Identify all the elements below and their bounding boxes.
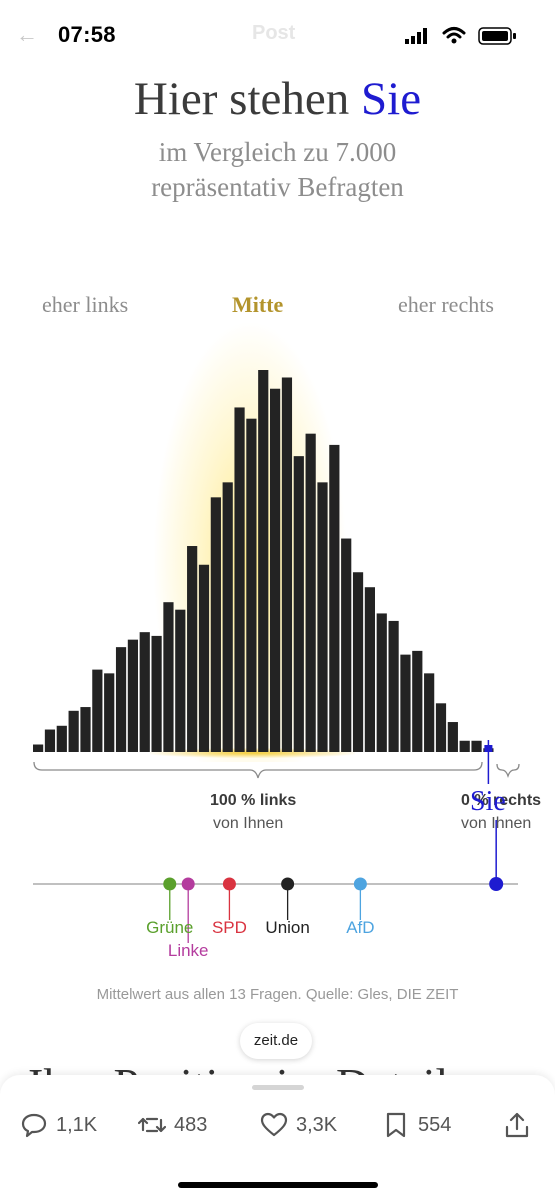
histogram-bar xyxy=(104,673,115,752)
party-markers xyxy=(163,877,367,943)
histogram-bar xyxy=(388,620,399,752)
action-bar xyxy=(0,1075,555,1200)
repost-button[interactable]: 483 xyxy=(138,1108,207,1142)
histogram-bar xyxy=(258,370,269,752)
user-marker xyxy=(484,740,504,891)
histogram-bar xyxy=(33,744,44,752)
histogram-bar xyxy=(471,740,482,752)
subtitle-line-1: im Vergleich zu 7.000 xyxy=(158,137,397,167)
battery-icon xyxy=(478,27,516,45)
heart-icon xyxy=(260,1112,288,1137)
screen-title: Post xyxy=(252,22,296,44)
histogram-bar xyxy=(435,703,447,752)
right-summary-sub: von Ihnen xyxy=(461,815,532,832)
reply-button[interactable]: 1,1K xyxy=(20,1108,97,1142)
back-arrow-icon[interactable]: ← xyxy=(16,22,38,47)
chart-title: Hier stehen Sie xyxy=(0,72,555,126)
subtitle-line-2: repräsentativ Befragten xyxy=(151,172,404,202)
histogram-bar xyxy=(317,482,328,752)
histogram-bar xyxy=(376,613,387,752)
clock: 07:58 xyxy=(58,22,116,47)
region-label-right: eher rechts xyxy=(398,292,494,317)
source-note: Mittelwert aus allen 13 Fragen. Quelle: … xyxy=(96,986,459,1003)
histogram-bar xyxy=(151,635,162,752)
user-position-label: Sie xyxy=(470,786,506,817)
title-prefix: Hier stehen xyxy=(133,73,350,125)
like-count: 3,3K xyxy=(296,1113,338,1136)
party-dot-grüne xyxy=(163,877,177,891)
histogram-bar xyxy=(198,564,210,752)
party-label-grüne: Grüne xyxy=(146,918,194,937)
histogram-bar xyxy=(222,482,233,752)
histogram-bar xyxy=(115,647,127,752)
status-bar: ← 07:58 Post xyxy=(0,0,555,72)
histogram-bar xyxy=(80,707,91,752)
party-dot-afd xyxy=(353,877,367,891)
histogram-bar xyxy=(187,546,198,752)
histogram-bar xyxy=(246,418,257,752)
user-position-dot xyxy=(489,877,504,891)
bookmark-count: 554 xyxy=(418,1113,452,1136)
region-label-middle: Mitte xyxy=(232,292,284,317)
histogram-bar xyxy=(352,572,364,752)
histogram-bar xyxy=(341,538,352,752)
histogram-bar xyxy=(139,632,150,752)
reply-count: 1,1K xyxy=(56,1113,98,1136)
right-brace xyxy=(496,763,520,779)
histogram-bar xyxy=(329,444,340,752)
share-button[interactable] xyxy=(503,1108,531,1142)
histogram-bar xyxy=(234,407,245,752)
home-indicator xyxy=(178,1182,378,1188)
party-label-afd: AfD xyxy=(346,918,375,937)
cellular-signal-icon xyxy=(405,28,427,44)
histogram-bar xyxy=(424,673,435,752)
histogram-bar xyxy=(210,497,221,752)
wifi-icon xyxy=(442,27,466,44)
party-dot-linke xyxy=(181,877,195,891)
histogram-chart xyxy=(33,370,520,943)
left-brace xyxy=(33,761,483,779)
histogram-bar xyxy=(293,456,304,752)
histogram-bar xyxy=(305,433,316,752)
sheet-grabber[interactable] xyxy=(252,1085,304,1090)
repost-count: 483 xyxy=(174,1113,208,1136)
bookmark-button[interactable]: 554 xyxy=(382,1108,451,1142)
party-label-spd: SPD xyxy=(211,918,247,937)
party-dot-spd xyxy=(222,877,236,891)
right-summary-value: 0 % rechts xyxy=(461,792,542,809)
histogram-bar xyxy=(270,388,281,752)
region-label-left: eher links xyxy=(42,292,129,317)
histogram-bar xyxy=(68,710,79,752)
left-summary-value: 100 % links xyxy=(210,792,297,809)
histogram-bar xyxy=(459,740,470,752)
middle-highlight-base xyxy=(150,748,355,758)
repost-icon xyxy=(138,1117,166,1133)
histogram-bar xyxy=(56,725,67,752)
reply-icon xyxy=(21,1113,47,1138)
histogram-bar xyxy=(364,587,375,752)
link-domain-pill[interactable]: zeit.de xyxy=(240,1023,312,1059)
histogram-bar xyxy=(175,609,186,752)
party-label-union: Union xyxy=(265,918,310,937)
histogram-bar xyxy=(92,669,103,752)
party-label-linke: Linke xyxy=(167,941,209,960)
histogram-bar xyxy=(163,602,174,752)
histogram-bars xyxy=(33,370,494,752)
like-button[interactable]: 3,3K xyxy=(260,1108,337,1142)
histogram-bar xyxy=(44,729,56,752)
histogram-bar xyxy=(400,654,411,752)
histogram-bar xyxy=(412,650,423,752)
title-accent: Sie xyxy=(361,73,422,125)
histogram-bar xyxy=(281,377,293,752)
left-summary-sub: von Ihnen xyxy=(213,815,284,832)
histogram-bar xyxy=(127,639,138,752)
histogram-bar xyxy=(447,722,458,752)
share-icon xyxy=(505,1112,529,1138)
bookmark-icon xyxy=(386,1112,406,1138)
party-dot-union xyxy=(281,877,295,891)
